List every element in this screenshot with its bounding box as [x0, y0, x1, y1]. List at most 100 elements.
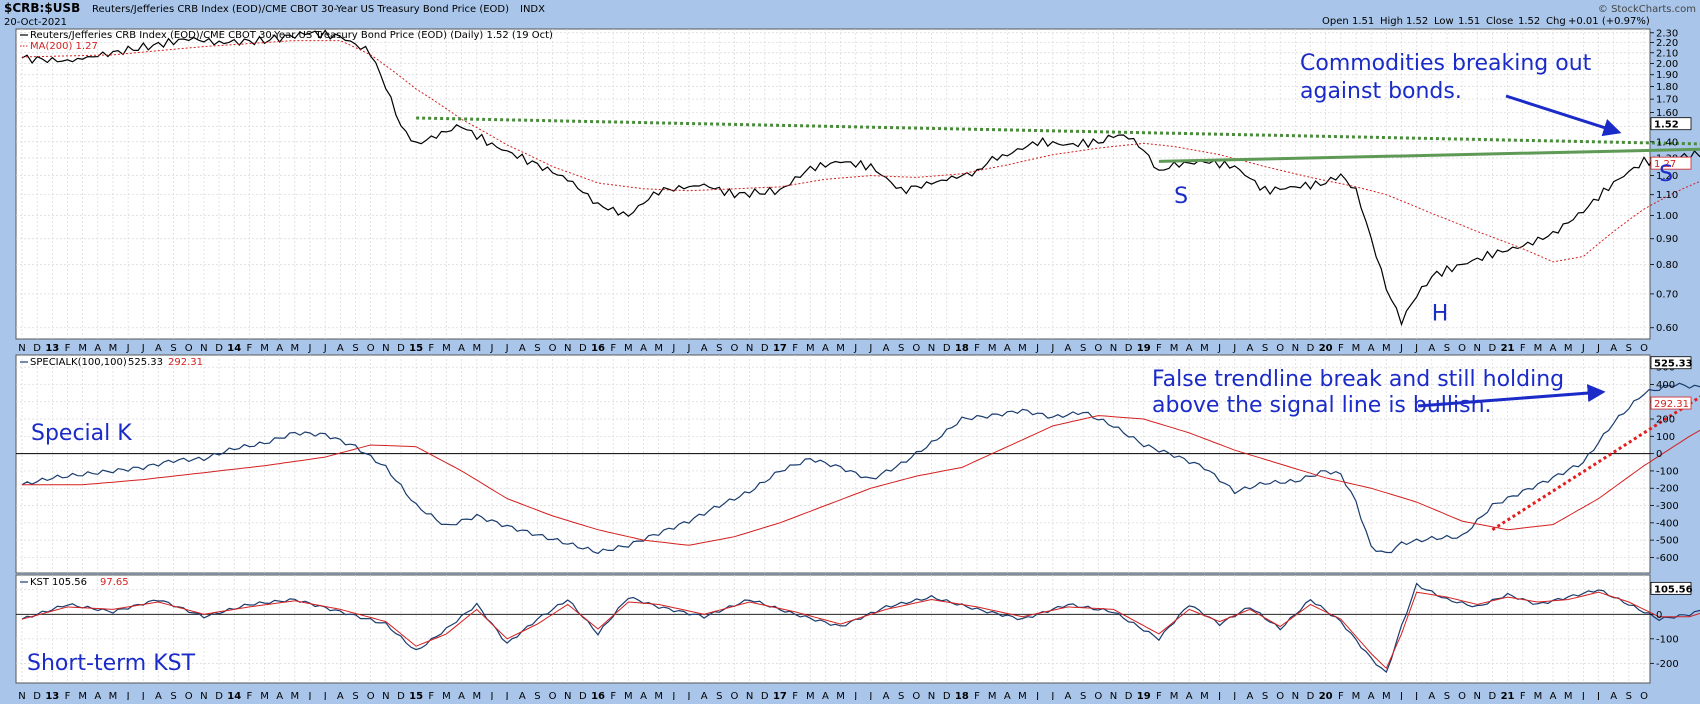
x-tick-label: M [1534, 691, 1543, 700]
x-tick-label: S [170, 343, 176, 354]
x-tick-label: J [671, 343, 675, 354]
x-tick-label: J [1596, 691, 1600, 700]
x-tick-label: F [1520, 691, 1526, 700]
series-line [21, 29, 1700, 327]
x-tick-label: 16 [591, 691, 605, 700]
x-tick-label: D [1307, 691, 1315, 700]
x-tick-label: N [564, 343, 571, 354]
x-tick-label: F [974, 343, 980, 354]
hs-label: S [1174, 184, 1188, 209]
x-tick-label: J [1414, 343, 1418, 354]
x-tick-label: J [308, 691, 312, 700]
x-tick-label: 19 [1137, 343, 1151, 354]
x-tick-label: D [397, 691, 405, 700]
x-tick-label: F [1520, 343, 1526, 354]
x-tick-label: D [215, 343, 223, 354]
annotation-arrows [1417, 94, 1622, 408]
x-tick-label: F [1338, 343, 1344, 354]
x-tick-label: M [472, 691, 481, 700]
trendline [416, 116, 1700, 146]
x-tick-label: A [1246, 343, 1253, 354]
hs-label: H [1432, 302, 1449, 327]
y-tick-label: 1.20 [1656, 171, 1678, 182]
value-tag-label: 1.27 [1654, 159, 1676, 170]
x-tick-label: J [489, 691, 493, 700]
x-tick-label: S [1262, 691, 1268, 700]
x-tick-label: 20 [1319, 343, 1333, 354]
y-tick-label: 1.10 [1656, 190, 1678, 201]
x-tick-label: M [1352, 343, 1361, 354]
price-legend: Reuters/Jefferies CRB Index (EOD)/CME CB… [20, 30, 553, 52]
x-tick-label: A [1428, 343, 1435, 354]
arrow-false-break [1417, 384, 1606, 408]
x-tick-label: D [1125, 691, 1133, 700]
x-tick-label: M [1534, 343, 1543, 354]
value-tag-label: 105.56 [1654, 584, 1693, 595]
x-tick-label: J [1035, 691, 1039, 700]
y-tick-label: 2.30 [1656, 28, 1678, 39]
x-tick-label: O [1458, 691, 1466, 700]
x-tick-label: A [1368, 691, 1375, 700]
x-tick-label: D [33, 691, 41, 700]
x-tick-label: A [883, 343, 890, 354]
y-tick-label: -500 [1656, 536, 1679, 547]
x-tick-label: J [1581, 691, 1585, 700]
x-tick-label: O [1458, 343, 1466, 354]
x-tick-label: J [1217, 691, 1221, 700]
x-tick-label: S [1626, 691, 1632, 700]
x-tick-label: J [308, 343, 312, 354]
x-tick-label: S [534, 691, 540, 700]
x-tick-label: A [1550, 691, 1557, 700]
kst-legend-v1: 105.56 [52, 577, 87, 588]
kst-legend-prefix: KST [30, 577, 50, 588]
low-value: 1.51 [1458, 16, 1480, 27]
x-tick-label: M [442, 343, 451, 354]
x-tick-label: J [505, 691, 509, 700]
specialk-legend: SPECIALK(100,100) 525.33 292.31 [20, 357, 203, 368]
y-tick-label: 1.90 [1656, 70, 1678, 81]
x-tick-label: O [549, 343, 557, 354]
x-tick-label: M [109, 691, 118, 700]
x-tick-label: N [928, 691, 935, 700]
x-tick-label: N [1474, 343, 1481, 354]
x-tick-label: M [472, 343, 481, 354]
x-tick-label: A [276, 691, 283, 700]
x-tick-label: M [1200, 691, 1209, 700]
annotation-special-k: Special K [31, 421, 132, 446]
x-tick-label: M [1382, 343, 1391, 354]
x-tick-label: A [155, 691, 162, 700]
value-tag [1650, 396, 1692, 410]
x-tick-label: O [185, 691, 193, 700]
x-tick-label: F [610, 691, 616, 700]
x-tick-label: M [260, 343, 269, 354]
x-tick-label: J [1232, 343, 1236, 354]
y-tick-label: -200 [1656, 659, 1679, 670]
x-tick-label: D [1125, 343, 1133, 354]
x-tick-label: 13 [45, 343, 59, 354]
x-tick-label: M [291, 343, 300, 354]
x-tick-label: F [1156, 343, 1162, 354]
y-tick-label: -600 [1656, 553, 1679, 564]
x-tick-label: A [883, 691, 890, 700]
kst-panel [15, 574, 1651, 684]
x-tick-label: J [489, 343, 493, 354]
y-tick-label: 0.90 [1656, 234, 1678, 245]
x-tick-label: M [988, 343, 997, 354]
chart-date: 20-Oct-2021 [4, 17, 67, 28]
watermark: © StockCharts.com [1598, 4, 1696, 15]
x-tick-label: J [671, 691, 675, 700]
x-tick-label: O [1094, 343, 1102, 354]
x-tick-label: D [761, 343, 769, 354]
y-tick-label: 1.70 [1656, 95, 1678, 106]
y-tick-label: 2.10 [1656, 48, 1678, 59]
x-tick-label: 15 [409, 343, 423, 354]
x-tick-label: F [428, 691, 434, 700]
open-value: 1.51 [1352, 16, 1374, 27]
x-tick-label: S [534, 343, 540, 354]
x-tick-label: A [458, 343, 465, 354]
low-label: Low [1434, 16, 1454, 27]
x-tick-label: 20 [1319, 691, 1333, 700]
x-tick-label: A [94, 691, 101, 700]
x-tick-label: O [367, 343, 375, 354]
y-tick-label: -400 [1656, 518, 1679, 529]
